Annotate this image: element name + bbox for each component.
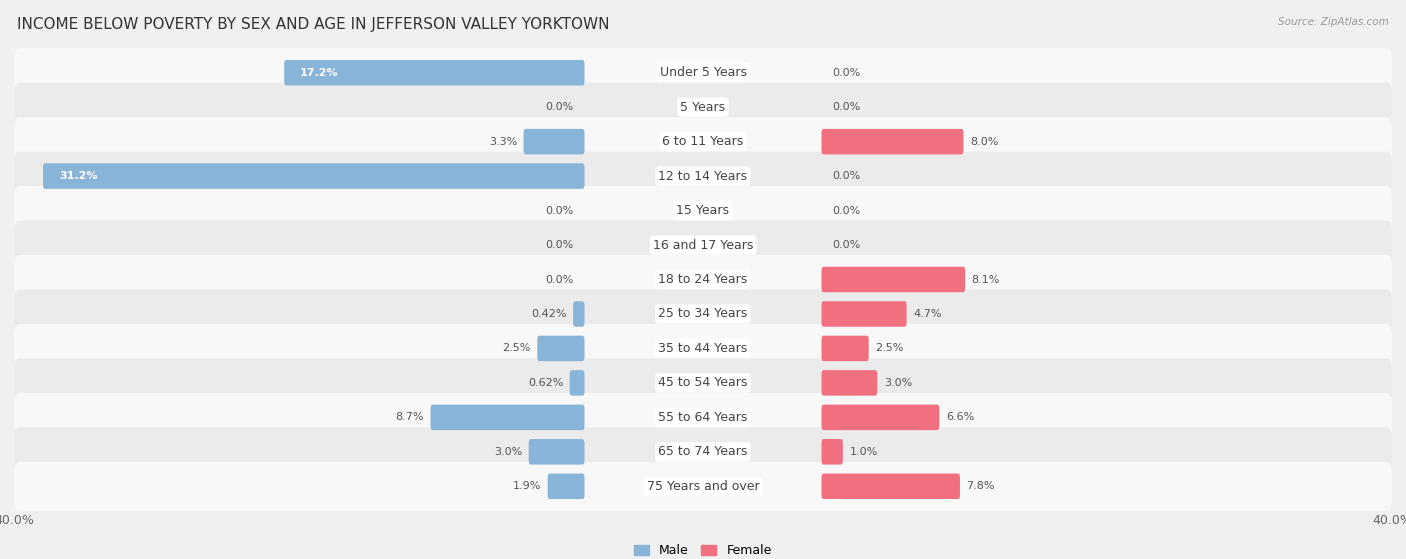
Text: 0.0%: 0.0% [546, 240, 574, 250]
Text: 16 and 17 Years: 16 and 17 Years [652, 239, 754, 252]
Text: INCOME BELOW POVERTY BY SEX AND AGE IN JEFFERSON VALLEY YORKTOWN: INCOME BELOW POVERTY BY SEX AND AGE IN J… [17, 17, 609, 32]
Text: 8.7%: 8.7% [395, 413, 425, 423]
FancyBboxPatch shape [14, 290, 1392, 338]
Text: 0.0%: 0.0% [546, 102, 574, 112]
FancyBboxPatch shape [44, 163, 585, 189]
Text: 0.0%: 0.0% [832, 240, 860, 250]
FancyBboxPatch shape [821, 439, 842, 465]
Text: 0.0%: 0.0% [832, 206, 860, 216]
Text: 1.0%: 1.0% [849, 447, 877, 457]
FancyBboxPatch shape [529, 439, 585, 465]
Text: 1.9%: 1.9% [513, 481, 541, 491]
Text: 3.0%: 3.0% [884, 378, 912, 388]
FancyBboxPatch shape [14, 255, 1392, 304]
Text: 0.0%: 0.0% [546, 206, 574, 216]
Text: 3.0%: 3.0% [494, 447, 522, 457]
FancyBboxPatch shape [14, 324, 1392, 373]
Text: 12 to 14 Years: 12 to 14 Years [658, 169, 748, 183]
FancyBboxPatch shape [14, 221, 1392, 269]
Text: Source: ZipAtlas.com: Source: ZipAtlas.com [1278, 17, 1389, 27]
Text: 18 to 24 Years: 18 to 24 Years [658, 273, 748, 286]
Text: 6.6%: 6.6% [946, 413, 974, 423]
FancyBboxPatch shape [430, 405, 585, 430]
Text: 4.7%: 4.7% [912, 309, 942, 319]
FancyBboxPatch shape [284, 60, 585, 86]
FancyBboxPatch shape [14, 358, 1392, 408]
Text: 31.2%: 31.2% [59, 171, 97, 181]
Text: 25 to 34 Years: 25 to 34 Years [658, 307, 748, 320]
FancyBboxPatch shape [537, 335, 585, 361]
Text: 0.62%: 0.62% [527, 378, 564, 388]
Text: 2.5%: 2.5% [875, 343, 904, 353]
Text: 0.0%: 0.0% [546, 274, 574, 285]
FancyBboxPatch shape [14, 462, 1392, 511]
Text: 0.0%: 0.0% [832, 102, 860, 112]
Text: 55 to 64 Years: 55 to 64 Years [658, 411, 748, 424]
FancyBboxPatch shape [821, 267, 965, 292]
FancyBboxPatch shape [14, 393, 1392, 442]
FancyBboxPatch shape [14, 117, 1392, 166]
Text: 0.0%: 0.0% [832, 171, 860, 181]
Text: 6 to 11 Years: 6 to 11 Years [662, 135, 744, 148]
Text: 75 Years and over: 75 Years and over [647, 480, 759, 493]
Text: Under 5 Years: Under 5 Years [659, 66, 747, 79]
Text: 15 Years: 15 Years [676, 204, 730, 217]
Text: 65 to 74 Years: 65 to 74 Years [658, 446, 748, 458]
Text: 3.3%: 3.3% [489, 136, 517, 146]
FancyBboxPatch shape [14, 48, 1392, 97]
Text: 8.1%: 8.1% [972, 274, 1000, 285]
FancyBboxPatch shape [14, 83, 1392, 132]
Text: 8.0%: 8.0% [970, 136, 998, 146]
FancyBboxPatch shape [821, 473, 960, 499]
Text: 0.0%: 0.0% [832, 68, 860, 78]
FancyBboxPatch shape [523, 129, 585, 154]
Text: 2.5%: 2.5% [502, 343, 531, 353]
FancyBboxPatch shape [821, 129, 963, 154]
Text: 0.42%: 0.42% [531, 309, 567, 319]
Legend: Male, Female: Male, Female [630, 539, 776, 559]
Text: 5 Years: 5 Years [681, 101, 725, 113]
FancyBboxPatch shape [14, 186, 1392, 235]
FancyBboxPatch shape [569, 370, 585, 396]
FancyBboxPatch shape [548, 473, 585, 499]
Text: 7.8%: 7.8% [966, 481, 995, 491]
FancyBboxPatch shape [821, 405, 939, 430]
FancyBboxPatch shape [14, 151, 1392, 201]
FancyBboxPatch shape [14, 427, 1392, 476]
FancyBboxPatch shape [574, 301, 585, 326]
Text: 35 to 44 Years: 35 to 44 Years [658, 342, 748, 355]
FancyBboxPatch shape [821, 335, 869, 361]
FancyBboxPatch shape [821, 301, 907, 326]
Text: 17.2%: 17.2% [299, 68, 339, 78]
Text: 45 to 54 Years: 45 to 54 Years [658, 376, 748, 390]
FancyBboxPatch shape [821, 370, 877, 396]
